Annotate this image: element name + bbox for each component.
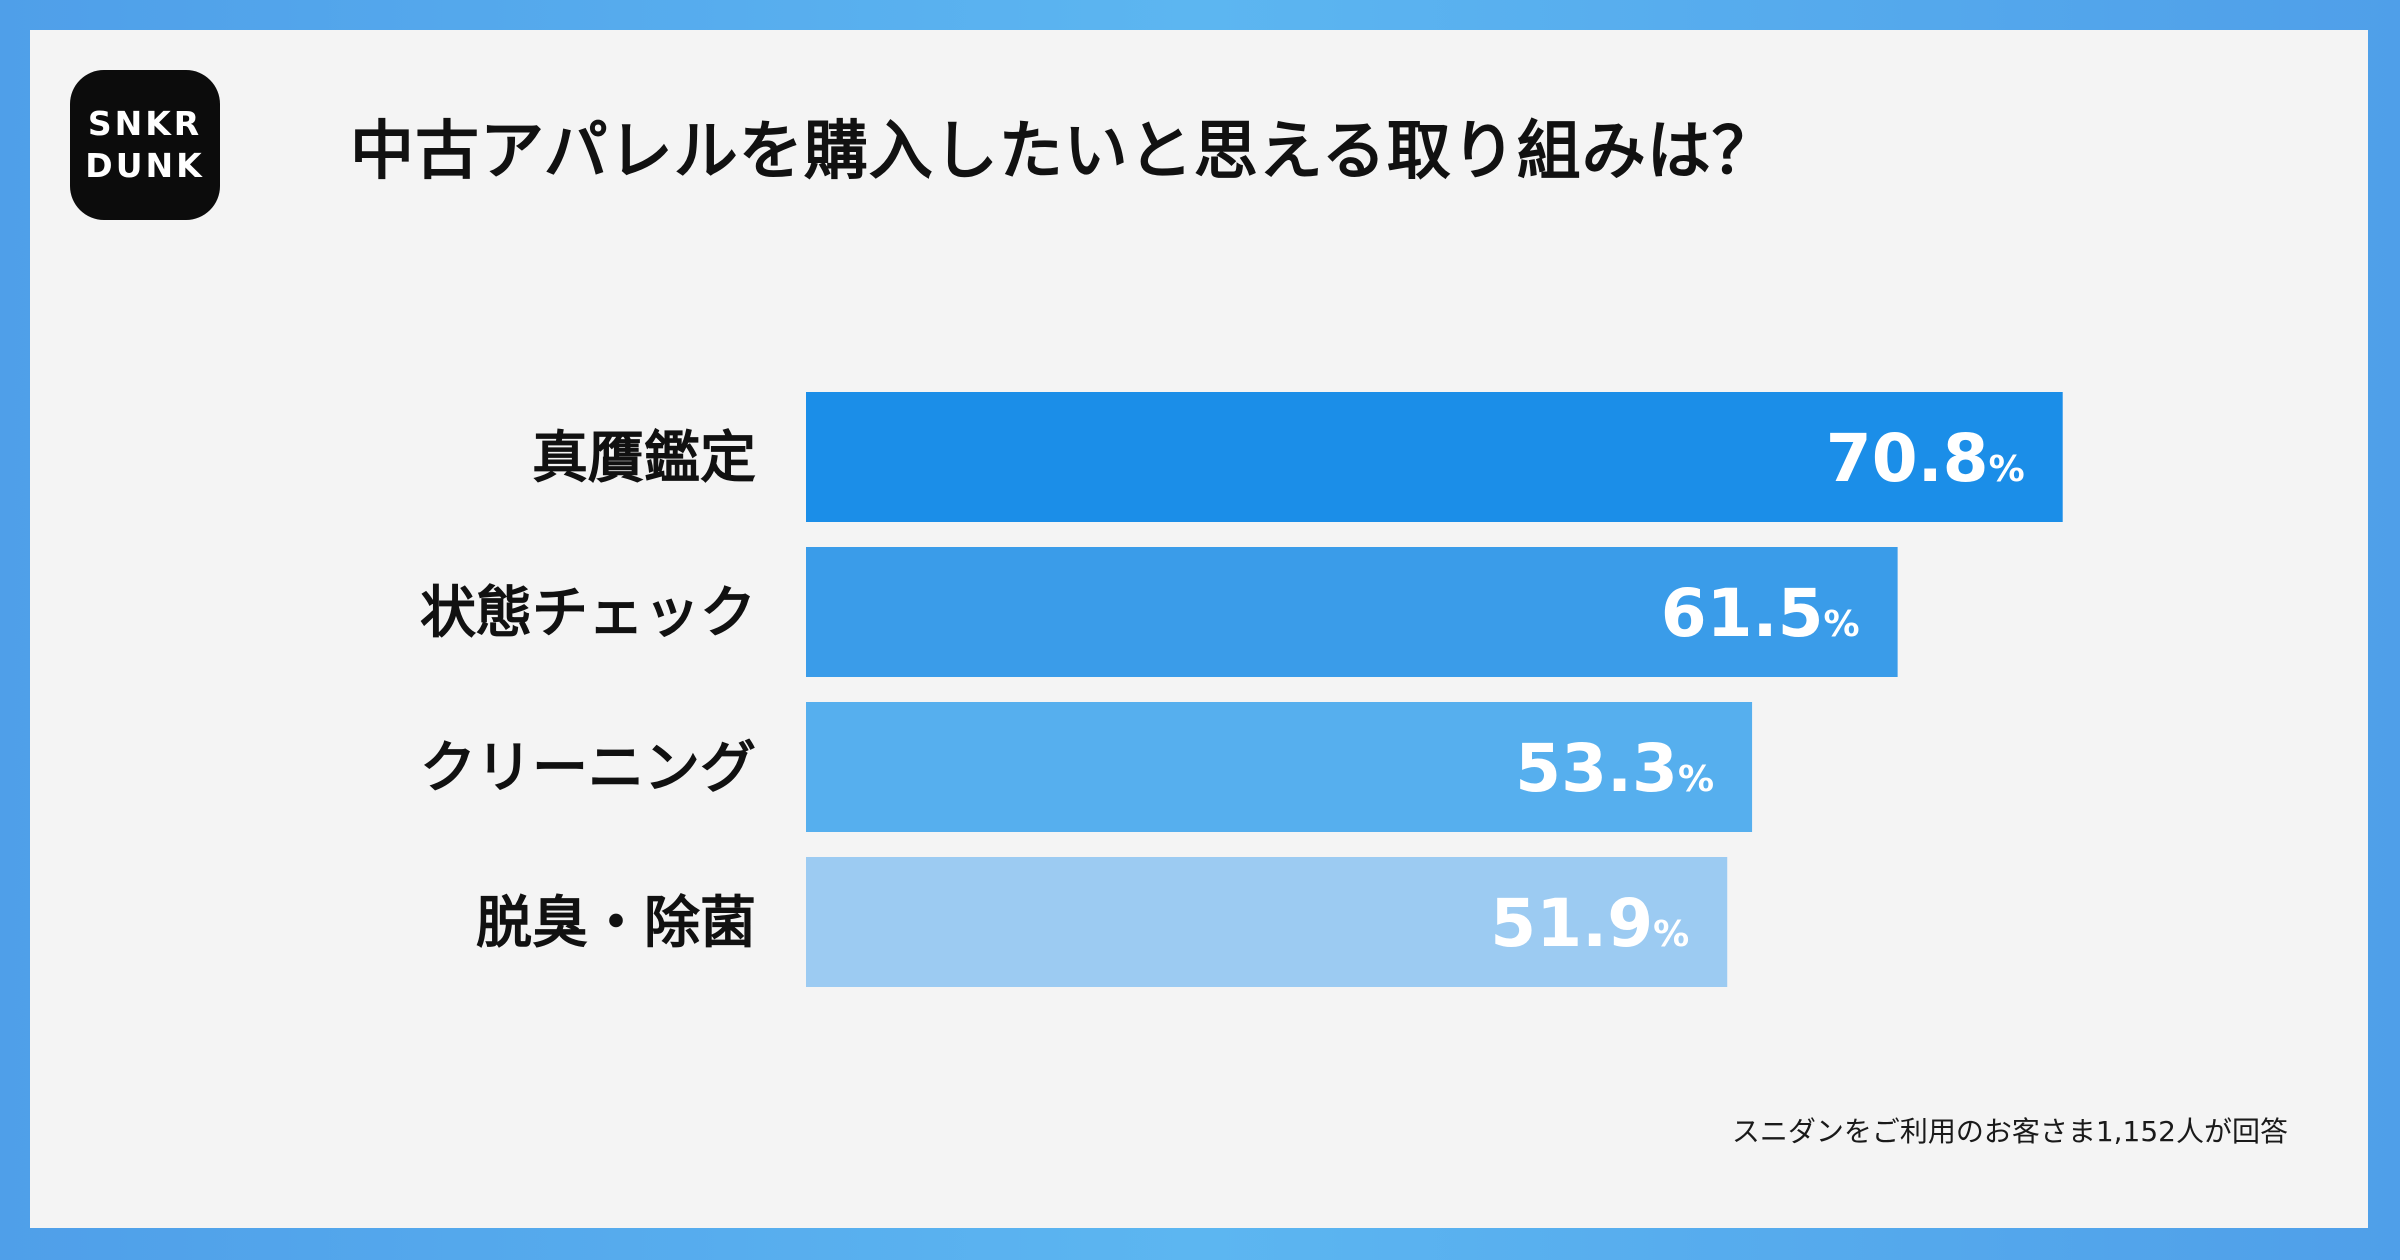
logo-line-1: SNKR xyxy=(87,104,203,143)
bar-2 xyxy=(806,702,1753,832)
bar-0 xyxy=(806,392,2063,522)
footnote: スニダンをご利用のお客さま1,152人が回答 xyxy=(1731,1115,2288,1148)
value-label-0: 70.8% xyxy=(1826,420,2025,497)
bar-3 xyxy=(806,857,1728,987)
category-label-0: 真贋鑑定 xyxy=(532,426,756,491)
chart-title: 中古アパレルを購入したいと思える取り組みは？ xyxy=(350,115,1777,189)
category-label-2: クリーニング xyxy=(420,736,756,801)
value-label-2: 53.3% xyxy=(1515,730,1714,807)
value-label-1: 61.5% xyxy=(1661,575,1860,652)
bar-1 xyxy=(806,547,1898,677)
category-label-1: 状態チェック xyxy=(420,581,756,646)
category-label-3: 脱臭・除菌 xyxy=(476,891,756,956)
snkrdunk-logo: SNKR DUNK xyxy=(70,70,220,220)
logo-line-2: DUNK xyxy=(85,146,205,185)
value-label-3: 51.9% xyxy=(1490,885,1689,962)
